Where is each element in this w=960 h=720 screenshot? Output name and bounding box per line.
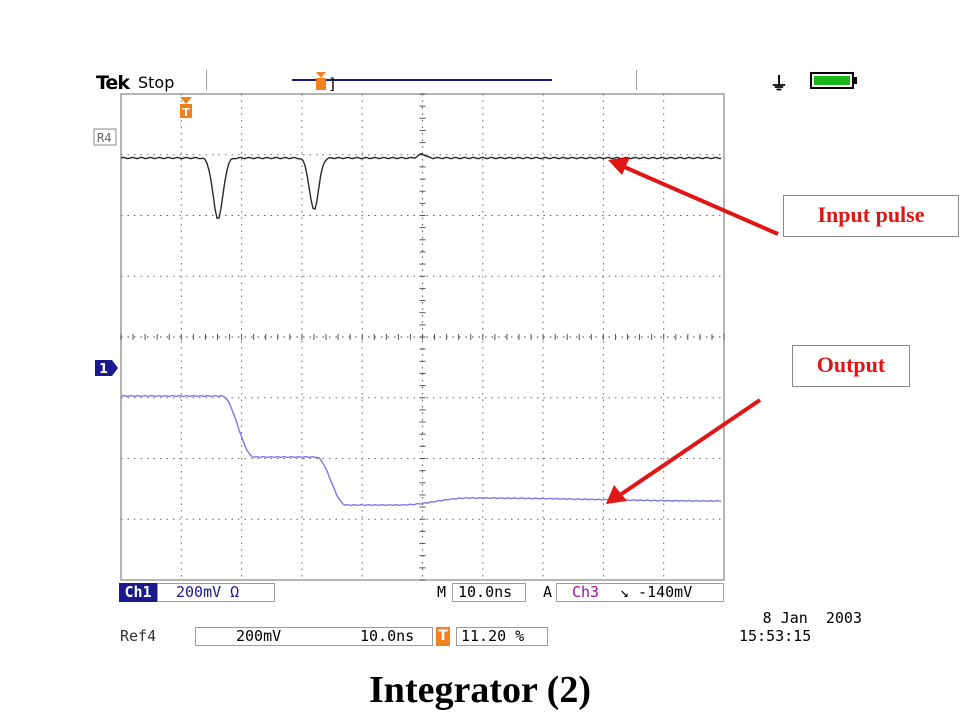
input-pulse-callout: Input pulse (783, 195, 959, 237)
record-bracket: ] (328, 75, 337, 93)
output-arrow (606, 398, 762, 504)
timebase-value: 10.0ns (458, 583, 513, 601)
output-callout: Output (792, 345, 910, 387)
trigger-source: Ch3 (572, 583, 600, 601)
status-divider (206, 70, 207, 90)
trigger-position-marker: T (436, 627, 450, 646)
date-readout: 8 Jan 2003 (762, 609, 862, 627)
trigger-position-value: 11.20 % (461, 627, 525, 645)
time-readout: 15:53:15 (739, 627, 812, 645)
ref4-scale: 200mV (236, 627, 282, 645)
ref4-timebase: 10.0ns (360, 627, 415, 645)
brand-logo: Tek (96, 72, 130, 94)
trigger-box[interactable] (556, 583, 724, 602)
input-arrow (608, 157, 779, 236)
power-plug-icon: ⏚ (770, 74, 788, 95)
status-divider (636, 70, 637, 90)
run-state-label: Stop (138, 73, 175, 92)
main-timebase-label: M (437, 583, 447, 601)
ref4-box[interactable] (195, 627, 433, 646)
graticule-grid (120, 93, 725, 581)
battery-icon (810, 72, 854, 89)
top-trigger-marker (316, 72, 326, 90)
battery-fill (814, 76, 850, 85)
trigger-level: ↘ -140mV (620, 583, 693, 601)
ref4-label[interactable]: Ref4 (120, 627, 157, 645)
trigger-mode-label: A (543, 583, 553, 601)
ch1-scale-box[interactable] (157, 583, 275, 602)
svg-text:1: 1 (99, 362, 108, 377)
trigger-position-box[interactable] (456, 627, 548, 646)
svg-text:T: T (182, 106, 190, 119)
trigger-position-icon: T (180, 97, 192, 119)
ch1-scale: 200mV Ω (176, 583, 240, 601)
battery-tip (854, 77, 857, 84)
svg-text:R4: R4 (97, 131, 111, 145)
ch1-marker: 1 (95, 360, 118, 377)
ref4-marker: R4 (93, 128, 117, 146)
slide-title: Integrator (2) (369, 669, 591, 711)
ch1-label[interactable]: Ch1 (119, 583, 157, 602)
timebase-box[interactable] (452, 583, 526, 602)
